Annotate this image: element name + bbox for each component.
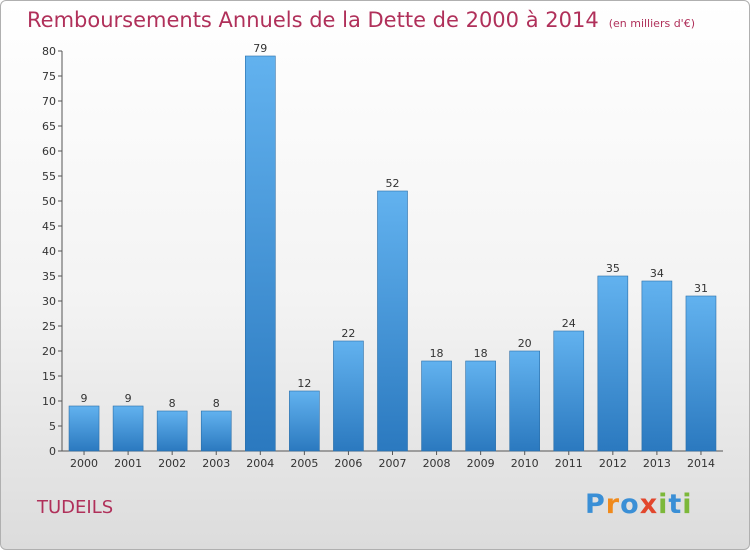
y-tick-label: 70 [42, 95, 56, 108]
y-tick-label: 55 [42, 170, 56, 183]
bar-2000 [68, 405, 100, 452]
chart-unit: (en milliers d'€) [608, 17, 695, 30]
y-tick-label: 15 [42, 370, 56, 383]
x-tick-label-2013: 2013 [643, 457, 671, 470]
bar-2011 [553, 330, 585, 452]
x-tick-label-2004: 2004 [246, 457, 274, 470]
data-label-2006: 22 [341, 327, 355, 340]
bar-2013 [641, 280, 673, 452]
data-label-2000: 9 [81, 392, 88, 405]
x-tick-label-2009: 2009 [467, 457, 495, 470]
bar-2006 [333, 340, 364, 452]
bar-2001 [112, 405, 144, 452]
data-label-2012: 35 [606, 262, 620, 275]
bar-2007 [377, 190, 408, 452]
bar-2010 [509, 350, 541, 452]
data-label-2004: 79 [253, 42, 267, 55]
logo-letter: r [605, 489, 621, 520]
x-tick-label-2012: 2012 [599, 457, 627, 470]
x-tick-label-2006: 2006 [334, 457, 362, 470]
data-label-2011: 24 [562, 317, 576, 330]
x-tick-label-2000: 2000 [70, 457, 98, 470]
x-tick-label-2010: 2010 [511, 457, 539, 470]
bar-2014 [685, 295, 717, 452]
bar-2002 [156, 410, 188, 452]
chart-title-text: Remboursements Annuels de la Dette de 20… [27, 8, 599, 32]
y-tick-label: 0 [49, 445, 56, 458]
y-tick-label: 25 [42, 320, 56, 333]
logo-letter: i [682, 489, 693, 520]
y-tick-label: 35 [42, 270, 56, 283]
y-tick-label: 5 [49, 420, 56, 433]
data-label-2013: 34 [650, 267, 664, 280]
data-label-2002: 8 [169, 397, 176, 410]
logo-letter: x [639, 489, 659, 520]
x-tick-label-2002: 2002 [158, 457, 186, 470]
logo-letter: i [658, 489, 669, 520]
data-label-2014: 31 [694, 282, 708, 295]
data-label-2003: 8 [213, 397, 220, 410]
data-label-2001: 9 [125, 392, 132, 405]
logo-letter: o [620, 489, 640, 520]
y-tick-label: 50 [42, 195, 56, 208]
y-tick-label: 45 [42, 220, 56, 233]
data-label-2009: 18 [474, 347, 488, 360]
x-tick-label-2003: 2003 [202, 457, 230, 470]
data-label-2008: 18 [430, 347, 444, 360]
chart-axes: 0 5 10 15 20 25 30 35 40 45 50 55 60 65 70 75 80 [42, 45, 723, 458]
commune-name: TUDEILS [37, 497, 114, 518]
y-tick-label: 20 [42, 345, 56, 358]
logo-letter: t [668, 489, 683, 520]
y-tick-label: 65 [42, 120, 56, 133]
data-label-2005: 12 [297, 377, 311, 390]
chart-title: Remboursements Annuels de la Dette de 20… [27, 8, 695, 32]
y-tick-label: 60 [42, 145, 56, 158]
x-tick-label-2008: 2008 [423, 457, 451, 470]
x-tick-label-2001: 2001 [114, 457, 142, 470]
data-label-2010: 20 [518, 337, 532, 350]
logo-letter: P [585, 489, 606, 520]
chart-bars [68, 55, 717, 452]
x-tick-label-2014: 2014 [687, 457, 715, 470]
x-tick-label-2005: 2005 [290, 457, 318, 470]
y-tick-label: 30 [42, 295, 56, 308]
bar-2008 [421, 360, 452, 452]
x-tick-label-2011: 2011 [555, 457, 583, 470]
bar-2012 [597, 275, 629, 452]
proxiti-logo: Proxiti [585, 489, 693, 520]
y-tick-label: 40 [42, 245, 56, 258]
bar-2003 [200, 410, 232, 452]
chart-labels: 9 2000 9 2001 8 2002 8 2003 79 2004 12 2005 22 2006 52… [70, 42, 715, 470]
y-tick-label: 80 [42, 45, 56, 58]
bar-2004 [245, 55, 276, 452]
y-tick-label: 75 [42, 70, 56, 83]
bar-2009 [465, 360, 496, 452]
y-tick-label: 10 [42, 395, 56, 408]
x-tick-label-2007: 2007 [379, 457, 407, 470]
data-label-2007: 52 [386, 177, 400, 190]
bar-2005 [289, 390, 320, 452]
